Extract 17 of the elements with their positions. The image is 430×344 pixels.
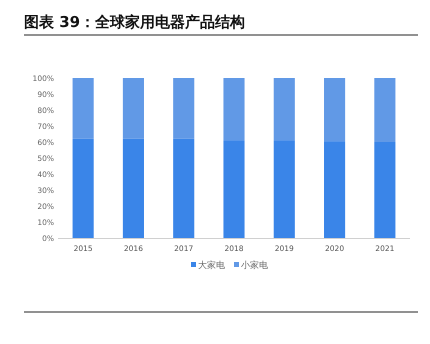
bar (72, 78, 94, 139)
bar (374, 142, 396, 238)
bar (122, 78, 144, 139)
legend-label: 大家电 (198, 260, 225, 271)
bar (223, 78, 245, 140)
bar (274, 78, 295, 140)
bar (274, 140, 295, 238)
legend-label: 小家电 (241, 260, 268, 271)
bar (122, 138, 144, 238)
bar (173, 78, 194, 139)
bar (223, 140, 245, 238)
bar (374, 78, 396, 142)
bar (72, 138, 94, 238)
bar (324, 78, 346, 142)
bar (173, 138, 194, 238)
title: 图表 39：全球家用电器产品结构 (24, 13, 246, 31)
bar (324, 141, 346, 238)
